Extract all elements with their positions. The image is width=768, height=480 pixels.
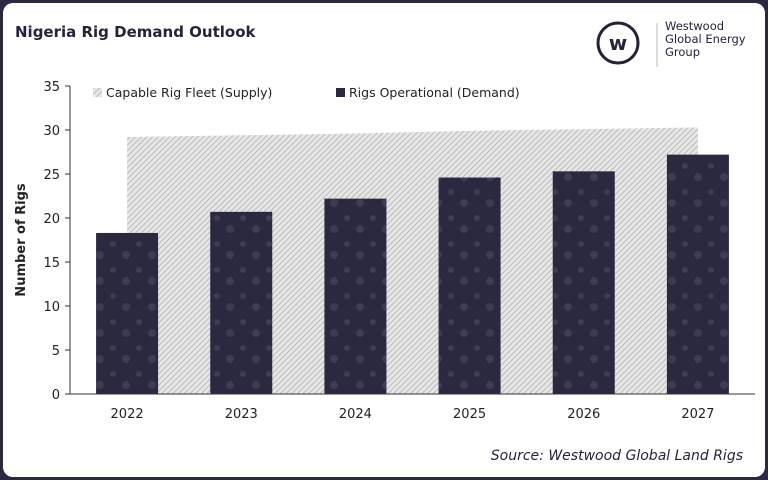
x-tick-label: 2027 <box>681 407 714 422</box>
y-tick-label: 25 <box>43 168 60 183</box>
logo-line-2: Global Energy <box>665 32 746 46</box>
logo-line-3: Group <box>665 45 701 59</box>
demand-bar-texture <box>210 211 273 394</box>
x-tick-label: 2023 <box>225 407 258 422</box>
y-tick-label: 30 <box>43 124 60 139</box>
y-axis-label: Number of Rigs <box>14 183 29 297</box>
demand-bar-texture <box>324 198 387 394</box>
y-tick-label: 5 <box>52 344 60 359</box>
source-note: Source: Westwood Global Land Rigs <box>490 448 743 464</box>
y-tick-label: 0 <box>52 388 60 403</box>
demand-bar-2026 <box>552 171 615 394</box>
chart: 2022 2023 2024 2025 2026 202705101520253035Nu… <box>14 80 755 422</box>
demand-bar-texture <box>666 154 729 394</box>
x-tick-label: 2026 <box>567 407 600 422</box>
demand-bar-texture <box>552 171 615 394</box>
x-tick-label: 2022 <box>111 407 144 422</box>
demand-bar-2023 <box>210 211 273 394</box>
demand-bar-2027 <box>666 154 729 394</box>
legend-supply-label: Capable Rig Fleet (Supply) <box>106 85 272 100</box>
demand-bar-texture <box>96 232 159 394</box>
y-tick-label: 10 <box>43 300 60 315</box>
y-tick-label: 20 <box>43 212 60 227</box>
logo-text: Westwood Global Energy Group <box>665 20 746 59</box>
chart-card: Nigeria Rig Demand Outlook w Westwood Gl… <box>3 3 765 477</box>
logo-line-1: Westwood <box>665 19 725 33</box>
legend-supply-swatch <box>93 88 102 97</box>
westwood-logo-icon: w <box>596 21 658 67</box>
legend-demand-label: Rigs Operational (Demand) <box>349 85 520 100</box>
demand-bar-2025 <box>438 177 501 394</box>
demand-bar-texture <box>438 177 501 394</box>
x-tick-label: 2025 <box>453 407 486 422</box>
legend-demand-swatch <box>336 88 345 97</box>
demand-bar-2022 <box>96 232 159 394</box>
y-tick-label: 15 <box>43 256 60 271</box>
y-tick-label: 35 <box>43 80 60 95</box>
x-tick-label: 2024 <box>339 407 372 422</box>
supply-area <box>127 127 698 395</box>
demand-bar-2024 <box>324 198 387 394</box>
svg-text:w: w <box>609 31 627 55</box>
chart-title: Nigeria Rig Demand Outlook <box>15 23 256 41</box>
